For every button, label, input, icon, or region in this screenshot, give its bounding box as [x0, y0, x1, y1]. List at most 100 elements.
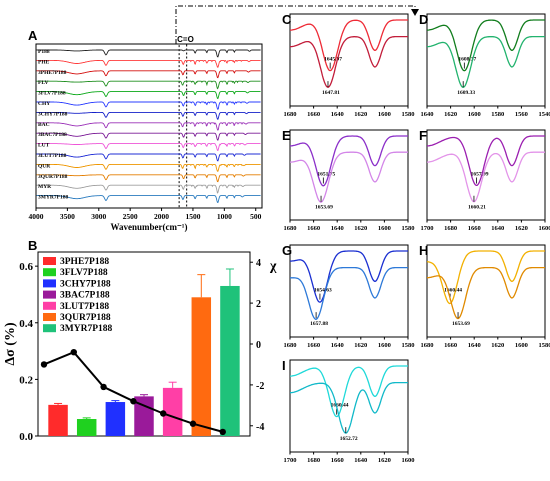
curve-G-0 [290, 250, 408, 303]
curve-E-0 [290, 135, 408, 187]
x-tick-label: 1640 [491, 225, 504, 232]
panel-letter-C: C [282, 12, 292, 27]
x-tick-label: 1660 [307, 342, 320, 349]
legend-label-3QUR7P188: 3QUR7P188 [60, 313, 111, 323]
annotation-G-1: 1657.88 [310, 321, 328, 327]
connector-lines [175, 5, 419, 44]
annotation-I-1: 1652.72 [340, 436, 358, 442]
x-tick-label: 1600 [402, 457, 415, 464]
plot-frame-D [426, 13, 546, 107]
annotation-H-0: 1660.44 [444, 288, 462, 294]
x-tick-label: 1540 [539, 111, 550, 118]
legend-label-3BAC7P188: 3BAC7P188 [60, 291, 110, 301]
x-tick-label: 1680 [284, 342, 297, 349]
annotation-C-1: 1647.81 [322, 90, 340, 96]
x-tick-label: 1700 [421, 225, 434, 232]
spectrum-QUR [36, 163, 261, 172]
x-tick-label: 1680 [284, 111, 297, 118]
plot-frame-I [289, 359, 409, 453]
panel-letter-E: E [282, 128, 291, 143]
trace-label-FLV: FLV [38, 80, 49, 86]
plot-frame-G [289, 244, 409, 338]
annotation-G-0: 1654.63 [314, 288, 332, 294]
x-tick-label: 1680 [284, 225, 297, 232]
legend-label-3MYR7P188: 3MYR7P188 [60, 324, 112, 334]
trace-label-3QUR7P188: 3QUR7P188 [38, 174, 68, 180]
x-tick-label: 4000 [29, 212, 44, 221]
trace-label-3PHE7P188: 3PHE7P188 [38, 70, 67, 76]
trace-label-CHY: CHY [38, 101, 50, 107]
panel-A-ftir-spectra: A C=O 4000 3500 3000 2500 2000 1500 1000 500 Waven… [28, 28, 263, 232]
annotation-H-1: 1653.69 [452, 321, 470, 327]
bar-3PHE7P188 [48, 404, 68, 436]
panel-C-zoom: C 1680 1660 1640 1620 1600 1580 1645.97 1647.81 [282, 12, 415, 118]
x-tick-label: 1580 [491, 111, 504, 118]
trace-label-BAC: BAC [38, 122, 50, 128]
x-tick-label: 1640 [468, 342, 481, 349]
plot-frame-F [426, 129, 546, 221]
x-tick-label: 1680 [421, 342, 434, 349]
legend-swatch-3QUR7P188 [43, 313, 56, 321]
x-tick-label: 1640 [331, 225, 344, 232]
carbonyl-label: C=O [177, 35, 194, 44]
bar-3BAC7P188 [134, 396, 154, 436]
y2-tick-label: 2 [256, 299, 261, 310]
curve-I-1 [289, 381, 408, 434]
x-tick-label: 1620 [444, 111, 457, 118]
spectrum-PHE [36, 59, 261, 68]
bar-3FLV7P188 [76, 419, 97, 436]
panel-letter-H: H [419, 243, 428, 258]
x-tick-label: 1600 [515, 342, 528, 349]
y2-tick-label: -2 [256, 381, 264, 392]
spectrum-3PHE7P188 [36, 70, 261, 79]
panel-F-zoom: F 1700 1680 1660 1640 1620 1600 1657.99 1660.21 [419, 128, 550, 232]
x-tick-label: 1580 [402, 111, 415, 118]
annotation-D-0: 1608.37 [458, 57, 476, 63]
curve-C-1 [289, 35, 408, 88]
x-tick-label: 3000 [91, 212, 106, 221]
y-tick-label: 0.4 [19, 318, 33, 330]
line-series-point [219, 428, 226, 436]
x-tick-label: 1500 [185, 212, 200, 221]
x-tick-label: 1580 [402, 342, 415, 349]
legend-swatch-3MYR7P188 [43, 324, 56, 333]
spectrum-3FLV7P188 [36, 91, 261, 100]
trace-label-3CHY7P188: 3CHY7P188 [38, 111, 68, 117]
plot-frame-E [289, 129, 409, 221]
panel-letter-D: D [419, 12, 428, 27]
x-tick-label: 1600 [378, 225, 391, 232]
x-tick-label: 1660 [307, 111, 320, 118]
spectrum-3CHY7P188 [36, 111, 261, 120]
trace-label-QUR: QUR [38, 163, 51, 169]
x-tick-label: 1660 [307, 225, 320, 232]
shared-ylabel: χ [269, 259, 277, 274]
line-series-point [189, 420, 197, 427]
panel-letter-A: A [28, 28, 38, 43]
trace-label-3BAC7P188: 3BAC7P188 [38, 132, 67, 138]
line-series-point [130, 398, 137, 405]
legend-label-3PHE7P188: 3PHE7P188 [60, 257, 109, 267]
curve-D-1 [426, 35, 545, 88]
y-tick-label: 0.0 [19, 431, 33, 443]
trace-label-PHE: PHE [38, 59, 50, 65]
x-tick-label: 1580 [402, 225, 415, 232]
y2-tick-label: -4 [256, 422, 264, 433]
curve-I-0 [290, 365, 408, 418]
y-axis-title-B: Δσ (%) [3, 322, 18, 366]
x-tick-label: 1640 [421, 111, 434, 118]
legend-label-3FLV7P188: 3FLV7P188 [60, 268, 108, 278]
y2-tick-label: 4 [256, 258, 261, 269]
panel-letter-B: B [28, 238, 37, 253]
spectrum-3QUR7P188 [36, 174, 261, 183]
x-tick-label: 1560 [515, 111, 528, 118]
curve-C-0 [290, 19, 408, 72]
carbonyl-region-box [178, 43, 188, 209]
curve-F-1 [427, 151, 545, 203]
x-tick-label: 1600 [468, 111, 481, 118]
panel-G-zoom: G 1680 1660 1640 1620 1600 1580 1654.63 1657.88 [282, 243, 415, 349]
legend-swatch-3PHE7P188 [43, 257, 56, 265]
connector-arrow [411, 9, 419, 16]
x-tick-label: 1620 [354, 111, 367, 118]
x-axis-title-A: Wavenumber(cm⁻¹) [111, 222, 188, 232]
